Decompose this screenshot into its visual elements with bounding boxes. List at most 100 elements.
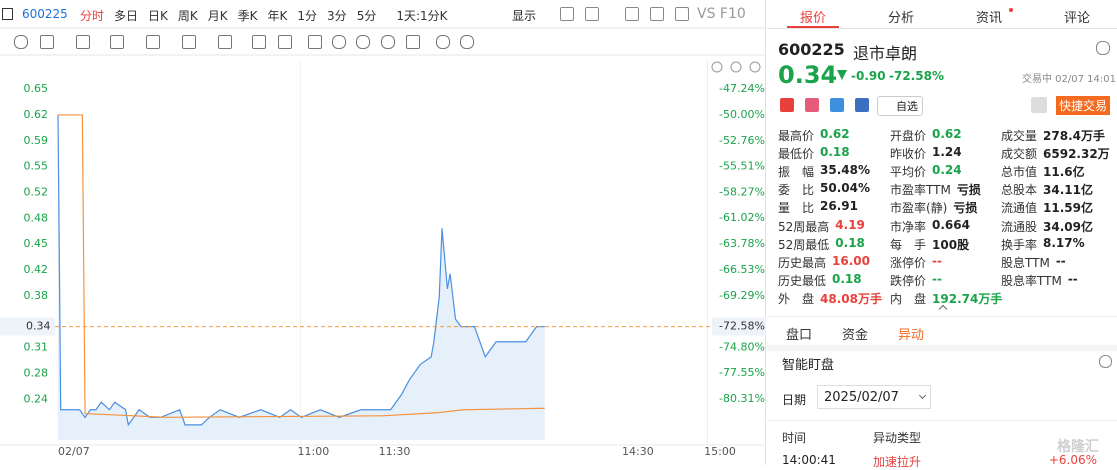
- stat-value: 50.04%: [820, 181, 870, 196]
- channel-icon[interactable]: [76, 35, 90, 49]
- period-tab[interactable]: 月K: [207, 9, 228, 23]
- period-tab[interactable]: 周K: [177, 9, 198, 23]
- stat-label: 52周最低: [778, 237, 830, 252]
- quote-name: 退市卓朗: [853, 44, 918, 63]
- divider: [767, 316, 1117, 317]
- y2-tick-label: -63.78%: [719, 237, 765, 250]
- tool-icon[interactable]: [625, 7, 639, 21]
- wave-icon[interactable]: [110, 35, 124, 49]
- zoom-out-icon[interactable]: [730, 61, 742, 73]
- y2-tick-label: -66.53%: [719, 263, 765, 276]
- badge-icon: [780, 98, 794, 112]
- stat-label: 内 盘: [890, 291, 927, 306]
- line-icon[interactable]: [40, 35, 54, 49]
- quote-status: 交易中 02/07 14:01: [1022, 74, 1116, 85]
- down-arrow: [837, 70, 847, 80]
- period-tab[interactable]: 1分: [297, 9, 318, 23]
- arrow-icon[interactable]: [218, 35, 232, 49]
- period-tab[interactable]: 3分: [327, 9, 347, 23]
- period-tab[interactable]: 季K: [237, 9, 258, 23]
- price-line: [58, 114, 545, 418]
- y-tick-label: 0.24: [24, 392, 49, 405]
- layer-icon[interactable]: [436, 35, 450, 49]
- stock-code: 600225: [22, 7, 68, 21]
- panel-tab[interactable]: 评论: [1064, 11, 1091, 26]
- price-tag-box: [0, 317, 55, 336]
- settings-icon[interactable]: [460, 35, 474, 49]
- note-icon[interactable]: [278, 35, 292, 49]
- badge-icon: [805, 98, 819, 112]
- stat-label: 股息率TTM: [1001, 273, 1062, 288]
- stat-label: 历史最低: [778, 273, 827, 288]
- lock-icon[interactable]: [356, 35, 370, 49]
- stat-label: 总股本: [1001, 183, 1038, 198]
- price-tag-pct: -72.58%: [719, 320, 765, 333]
- stat-value: 11.6亿: [1043, 165, 1085, 180]
- stat-label: 最低价: [778, 147, 815, 162]
- panel-tab[interactable]: 分析: [888, 11, 915, 26]
- x-tick-label: 02/07: [58, 445, 90, 458]
- y-tick-label: 0.38: [24, 289, 49, 302]
- tool-icon[interactable]: [585, 7, 599, 21]
- y-tick-label: 0.62: [24, 108, 49, 121]
- stat-value: 8.17%: [1043, 235, 1085, 250]
- sub-tab[interactable]: 异动: [898, 328, 925, 343]
- y2-tick-label: -58.27%: [719, 185, 765, 198]
- fib-icon[interactable]: [146, 35, 160, 49]
- stat-value: --: [932, 253, 942, 268]
- panel-tab[interactable]: 资讯: [976, 11, 1003, 26]
- period-tab[interactable]: 多日: [114, 9, 139, 23]
- watch-button[interactable]: 自选: [877, 96, 923, 116]
- panel-tab[interactable]: 报价: [800, 11, 827, 26]
- text-icon[interactable]: [252, 35, 266, 49]
- zoom-in-icon[interactable]: [749, 61, 761, 73]
- delete-icon[interactable]: [406, 35, 420, 49]
- news-dot: [1009, 8, 1013, 12]
- measure-icon[interactable]: [308, 35, 322, 49]
- sub-tab[interactable]: 资金: [842, 328, 869, 343]
- x-tick-label: 15:00: [704, 445, 736, 458]
- stat-value: 35.48%: [820, 163, 870, 178]
- stat-value: 48.08万手: [820, 291, 882, 306]
- tool-icon[interactable]: [560, 7, 574, 21]
- stat-label: 外 盘: [778, 291, 815, 306]
- stat-value: 6592.32万: [1043, 147, 1110, 162]
- stat-label: 市盈率(静): [890, 201, 948, 216]
- move-icon[interactable]: [14, 35, 28, 49]
- price-tag: 0.34: [26, 320, 51, 333]
- alert-icon[interactable]: [1031, 97, 1047, 113]
- stat-label: 开盘价: [890, 129, 927, 143]
- badge-icon: [830, 98, 844, 112]
- settings-icon[interactable]: [1096, 41, 1110, 55]
- trade-button[interactable]: 快捷交易: [1056, 96, 1111, 115]
- x-tick-label: 11:00: [298, 445, 330, 458]
- reset-icon[interactable]: [711, 61, 723, 73]
- row-change: +6.06%: [1048, 453, 1097, 467]
- watermark: 格隆汇: [1057, 439, 1099, 455]
- display-menu[interactable]: 显示: [512, 9, 537, 23]
- toolbar: 600225 分时 多日 日K 周K 月K 季K 年K 1分 3分 5分 1天:1分K 显示 VS F10: [0, 0, 766, 28]
- y2-tick-label: -47.24%: [719, 82, 765, 95]
- period-tab[interactable]: 1天:1分K: [396, 9, 448, 23]
- sub-tab[interactable]: 盘口: [786, 328, 813, 343]
- monitor-settings[interactable]: [1099, 355, 1112, 368]
- stat-label: 最高价: [778, 129, 815, 143]
- period-tab[interactable]: 年K: [267, 9, 288, 23]
- y2-tick-label: -61.02%: [719, 211, 765, 224]
- date-picker[interactable]: 2025/02/07: [817, 385, 931, 409]
- range-icon[interactable]: [182, 35, 196, 49]
- stat-value: 278.4万手: [1043, 129, 1105, 143]
- period-tab[interactable]: 5分: [356, 9, 377, 23]
- stat-value: 26.91: [820, 199, 858, 214]
- compare-tools[interactable]: VS F10: [697, 6, 746, 22]
- magnet-icon[interactable]: [332, 35, 346, 49]
- tool-icon[interactable]: [675, 7, 689, 21]
- stat-label: 换手率: [1001, 237, 1038, 252]
- stat-value: 11.59亿: [1043, 201, 1093, 216]
- period-tab[interactable]: 分时: [80, 9, 105, 23]
- tab-underline: [787, 26, 839, 28]
- hide-icon[interactable]: [381, 35, 395, 49]
- tool-icon[interactable]: [650, 7, 664, 21]
- period-tab[interactable]: 日K: [148, 9, 168, 23]
